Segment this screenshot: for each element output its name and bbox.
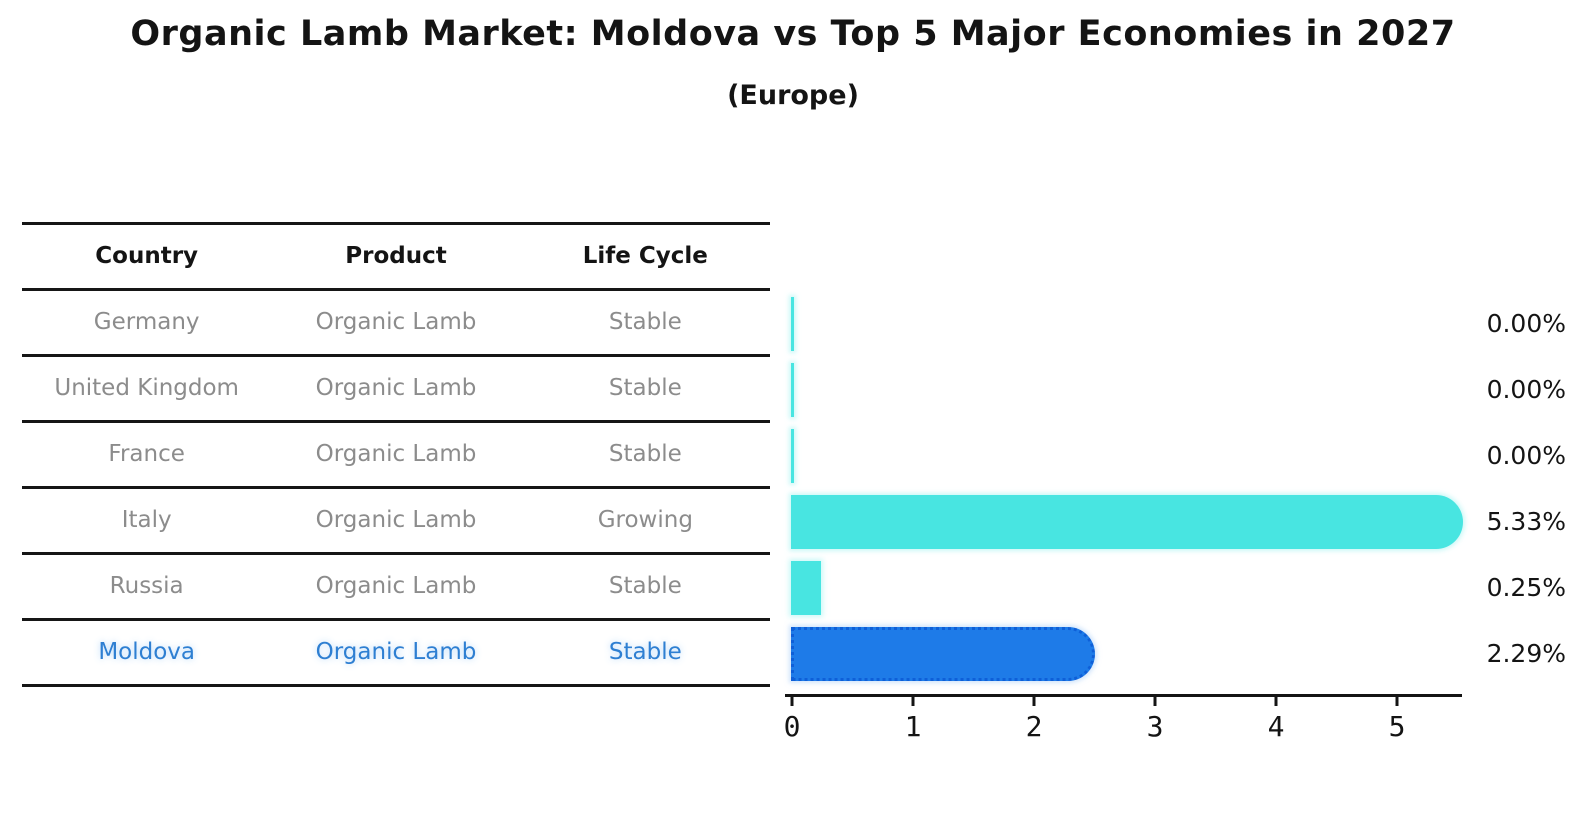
cell-life-cycle: Stable <box>608 375 682 401</box>
cell-product: Organic Lamb <box>315 309 477 335</box>
market-table: Country Product Life Cycle Germany Organ… <box>22 222 770 687</box>
chart-title: Organic Lamb Market: Moldova vs Top 5 Ma… <box>130 14 1456 54</box>
value-label: 0.25% <box>1486 573 1566 602</box>
cell-country: United Kingdom <box>54 375 239 401</box>
x-axis-tick-label: 3 <box>1146 710 1164 743</box>
x-axis-tick-label: 5 <box>1388 710 1406 743</box>
bar-united-kingdom <box>791 363 794 417</box>
bar-russia <box>791 561 822 615</box>
x-axis-tick <box>1274 697 1278 706</box>
x-axis-tick-label: 0 <box>783 710 801 743</box>
table-row-moldova: Moldova Organic Lamb Stable <box>22 621 770 687</box>
table-header-row: Country Product Life Cycle <box>22 225 770 291</box>
cell-life-cycle: Stable <box>608 573 682 599</box>
table-row: Russia Organic Lamb Stable <box>22 555 770 621</box>
x-axis-tick <box>1032 697 1036 706</box>
bar-moldova <box>791 627 1096 681</box>
value-label: 0.00% <box>1486 441 1566 470</box>
x-axis-tick <box>1153 697 1157 706</box>
x-axis-line <box>785 694 1462 697</box>
cell-life-cycle: Stable <box>608 639 682 665</box>
table-row: United Kingdom Organic Lamb Stable <box>22 357 770 423</box>
cell-life-cycle: Growing <box>597 507 693 533</box>
bar-france <box>791 429 794 483</box>
x-axis-tick <box>1395 697 1399 706</box>
chart-subtitle: (Europe) <box>727 80 859 111</box>
x-axis-tick-label: 1 <box>904 710 922 743</box>
value-label: 2.29% <box>1486 639 1566 668</box>
value-label: 0.00% <box>1486 309 1566 338</box>
header-country: Country <box>95 243 199 269</box>
x-axis-tick-label: 4 <box>1267 710 1285 743</box>
cell-country: Moldova <box>98 639 195 665</box>
cell-product: Organic Lamb <box>315 573 477 599</box>
table-row: Italy Organic Lamb Growing <box>22 489 770 555</box>
cell-life-cycle: Stable <box>608 309 682 335</box>
header-product: Product <box>345 243 447 269</box>
x-axis-tick <box>790 697 794 706</box>
cell-product: Organic Lamb <box>315 375 477 401</box>
value-label: 0.00% <box>1486 375 1566 404</box>
value-label: 5.33% <box>1486 507 1566 536</box>
cell-country: Russia <box>109 573 184 599</box>
cell-product: Organic Lamb <box>315 441 477 467</box>
table-row: France Organic Lamb Stable <box>22 423 770 489</box>
table-row: Germany Organic Lamb Stable <box>22 291 770 357</box>
bar-italy <box>791 495 1463 549</box>
cell-country: Germany <box>93 309 200 335</box>
x-axis-tick-label: 2 <box>1025 710 1043 743</box>
header-life-cycle: Life Cycle <box>582 243 708 269</box>
cell-country: Italy <box>121 507 172 533</box>
cell-life-cycle: Stable <box>608 441 682 467</box>
cell-country: France <box>108 441 185 467</box>
cell-product: Organic Lamb <box>315 639 477 665</box>
x-axis-tick <box>911 697 915 706</box>
cell-product: Organic Lamb <box>315 507 477 533</box>
bar-germany <box>791 297 794 351</box>
